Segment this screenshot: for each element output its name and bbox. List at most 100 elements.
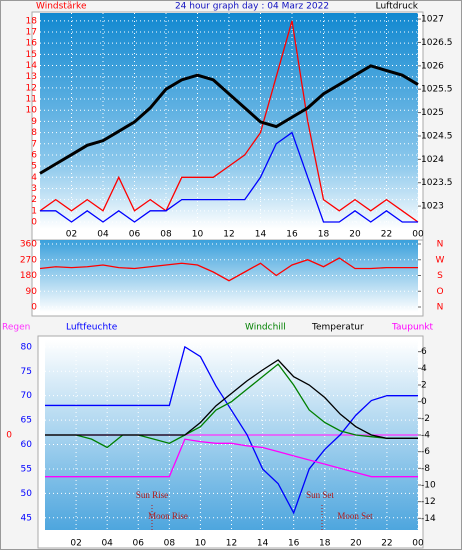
y-tick-label: 70 [21, 391, 33, 401]
series-line [45, 359, 418, 439]
x-tick-label: 12 [226, 539, 237, 549]
y-tick-label: 17 [26, 28, 37, 38]
y-tick-label: 10 [26, 106, 38, 116]
y2-tick-label: -4 [421, 431, 430, 441]
y2-tick-label: -8 [421, 464, 430, 474]
y2-tick-label: 1023 [421, 202, 444, 212]
y-tick-label: 2 [31, 195, 37, 205]
x-tick-label: 16 [286, 230, 298, 240]
x-tick-label: 22 [381, 230, 392, 240]
series-line [40, 131, 418, 223]
y2-tick-label: N [437, 303, 444, 313]
chart-title: 24 hour graph day : 04 Marz 2022 [175, 2, 329, 12]
series-line [45, 363, 418, 449]
y-tick-label: 60 [21, 440, 33, 450]
legend-entry: Windchill [245, 323, 286, 333]
y2-tick-label: -2 [421, 414, 430, 424]
y-tick-label: 18 [26, 16, 38, 26]
x-tick-label: 20 [350, 539, 362, 549]
annotation: Moon Set [337, 511, 373, 521]
y-tick-label: 360 [20, 240, 37, 250]
series-line [39, 257, 418, 282]
y-tick-label: 80 [21, 342, 33, 352]
x-tick-label: 00 [412, 230, 424, 240]
y2-tick-label: 0 [421, 397, 427, 407]
x-tick-label: 04 [101, 539, 113, 549]
y-tick-label: 55 [21, 464, 32, 474]
mid-plot-bg [40, 240, 418, 312]
rain-tick-label: 0 [6, 431, 12, 441]
y-tick-label: 50 [21, 489, 33, 499]
y2-tick-label: 4 [421, 364, 427, 374]
y-tick-label: 11 [26, 95, 37, 105]
annotation: Moon Rise [148, 511, 188, 521]
x-tick-label: 08 [160, 230, 172, 240]
y2-tick-label: W [436, 255, 445, 265]
x-tick-label: 16 [288, 539, 300, 549]
y2-tick-label: -6 [421, 447, 430, 457]
y-tick-label: 45 [21, 513, 32, 523]
y-tick-label: 6 [31, 150, 37, 160]
y2-tick-label: 1026.5 [421, 38, 453, 48]
y2-tick-label: -14 [421, 514, 436, 524]
y-tick-label: 7 [31, 139, 37, 149]
y-tick-label: 15 [26, 50, 37, 60]
y-tick-label: 5 [31, 162, 37, 172]
x-tick-label: 02 [70, 539, 81, 549]
y2-tick-label: 1026 [421, 61, 444, 71]
x-tick-label: 06 [133, 539, 145, 549]
legend-entry: Taupunkt [391, 323, 434, 333]
legend-entry: Regen [2, 323, 30, 333]
y-tick-label: 3 [31, 184, 37, 194]
y2-tick-label: 1023.5 [421, 178, 453, 188]
x-tick-label: 10 [192, 230, 204, 240]
y2-tick-label: 6 [421, 347, 427, 357]
y2-tick-label: 1025 [421, 108, 444, 118]
y2-tick-label: -10 [421, 481, 436, 491]
y-tick-label: 14 [26, 61, 38, 71]
x-tick-label: 00 [412, 539, 424, 549]
y-tick-label: 16 [26, 39, 38, 49]
y-tick-label: 180 [20, 271, 37, 281]
y2-tick-label: 1025.5 [421, 85, 453, 95]
x-tick-label: 04 [97, 230, 109, 240]
x-tick-label: 18 [318, 230, 330, 240]
y-tick-label: 75 [21, 367, 32, 377]
y-tick-label: 0 [31, 303, 37, 313]
y-tick-label: 0 [31, 218, 37, 228]
y2-tick-label: 1024 [421, 155, 444, 165]
annotation: Sun Set [306, 490, 334, 500]
series-line [39, 20, 419, 223]
y2-tick-label: 1027 [421, 15, 444, 25]
y2-tick-label: 2 [421, 381, 427, 391]
y2-tick-label: -12 [421, 497, 436, 507]
y-tick-label: 4 [31, 173, 37, 183]
y-tick-label: 65 [21, 416, 32, 426]
x-tick-label: 02 [66, 230, 77, 240]
annotation: Sun Rise [136, 490, 168, 500]
series-line [45, 345, 418, 515]
y2-tick-label: O [436, 287, 443, 297]
y-label: Windstärke [36, 2, 87, 12]
series-line [45, 438, 418, 478]
y2-tick-label: S [437, 271, 443, 281]
legend-entry: Temperatur [311, 323, 364, 333]
y2-tick-label: 1024.5 [421, 131, 453, 141]
x-tick-label: 22 [381, 539, 392, 549]
x-tick-label: 12 [223, 230, 234, 240]
x-tick-label: 18 [319, 539, 331, 549]
y-tick-label: 90 [26, 287, 38, 297]
series-line [39, 64, 419, 175]
y-tick-label: 12 [26, 83, 37, 93]
y2-tick-label: N [437, 240, 444, 250]
y-tick-label: 8 [31, 128, 37, 138]
y-tick-label: 1 [31, 206, 37, 216]
legend-entry: Luftfeuchte [66, 323, 118, 333]
y-tick-label: 9 [31, 117, 37, 127]
x-tick-label: 08 [164, 539, 176, 549]
y2-label: Luftdruck [376, 2, 419, 12]
x-tick-label: 10 [195, 539, 207, 549]
x-tick-label: 06 [129, 230, 141, 240]
y-tick-label: 13 [26, 72, 37, 82]
